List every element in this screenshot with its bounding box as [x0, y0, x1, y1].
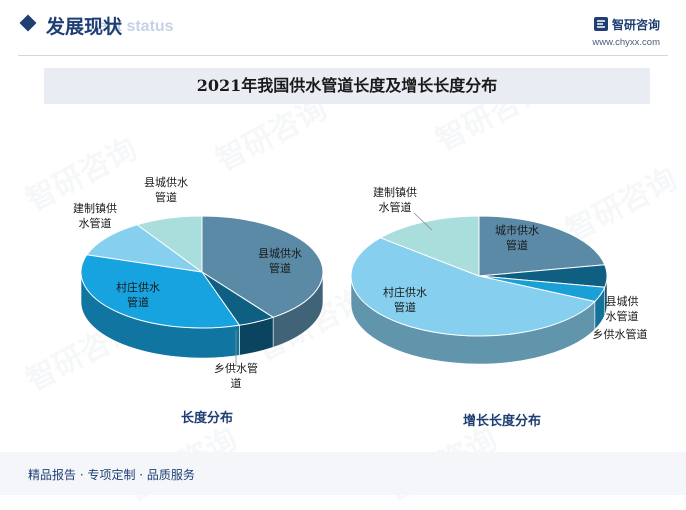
slice-label-2-3: 乡供水管道 — [593, 327, 648, 341]
pie-slice-1-4 — [86, 224, 203, 273]
slice-label-1-3: 村庄供水管道 — [116, 280, 160, 309]
section-title: 发展现状 — [46, 16, 123, 38]
chart-2-subtitle: 增长长度分布 — [463, 414, 542, 429]
slice-label-1-2: 乡供水管道 — [214, 361, 258, 390]
slice-label-2-5: 建制镇供水管道 — [373, 185, 417, 214]
pie-slice-2-1 — [478, 215, 606, 277]
slice-label-2-2: 县城供水管道 — [606, 294, 639, 323]
footer — [0, 452, 686, 495]
brand: 智研咨询 — [593, 16, 660, 33]
brand-name: 智研咨询 — [611, 18, 660, 32]
brand-logo-icon — [593, 17, 608, 31]
footer-text: 精品报告 · 专项定制 · 品质服务 — [28, 468, 195, 482]
pie-slice-1-5 — [136, 215, 203, 273]
slice-label-1-1: 县城供水管道 — [258, 246, 302, 275]
pie-slice-1-1 — [201, 215, 324, 318]
pie-slice-2-5 — [379, 215, 480, 277]
pie-charts: 县城供水管道乡供水管道村庄供水管道建制镇供水管道县城供水管道城市供水管道县城供水… — [73, 175, 648, 390]
chart-1-subtitle: 长度分布 — [181, 411, 234, 426]
pie-slice-1-3 — [80, 254, 241, 329]
brand-url: www.chyxx.com — [592, 37, 660, 48]
chart-title-banner: 2021年我国供水管道长度及增长长度分布 — [44, 68, 650, 104]
header-divider — [18, 55, 668, 56]
page-header: ent status 发展现状 智研咨询 www.chyxx.com — [0, 0, 686, 60]
slice-label-2-4: 村庄供水管道 — [383, 285, 427, 314]
section-title-ghost: ent status — [98, 18, 174, 35]
pie-slice-2-4 — [350, 237, 596, 337]
slice-label-1-5: 县城供水管道 — [144, 175, 188, 204]
leader-line-2-5 — [413, 212, 433, 231]
slice-label-1-4: 建制镇供水管道 — [73, 201, 117, 230]
slice-label-2-1: 城市供水管道 — [495, 223, 539, 252]
